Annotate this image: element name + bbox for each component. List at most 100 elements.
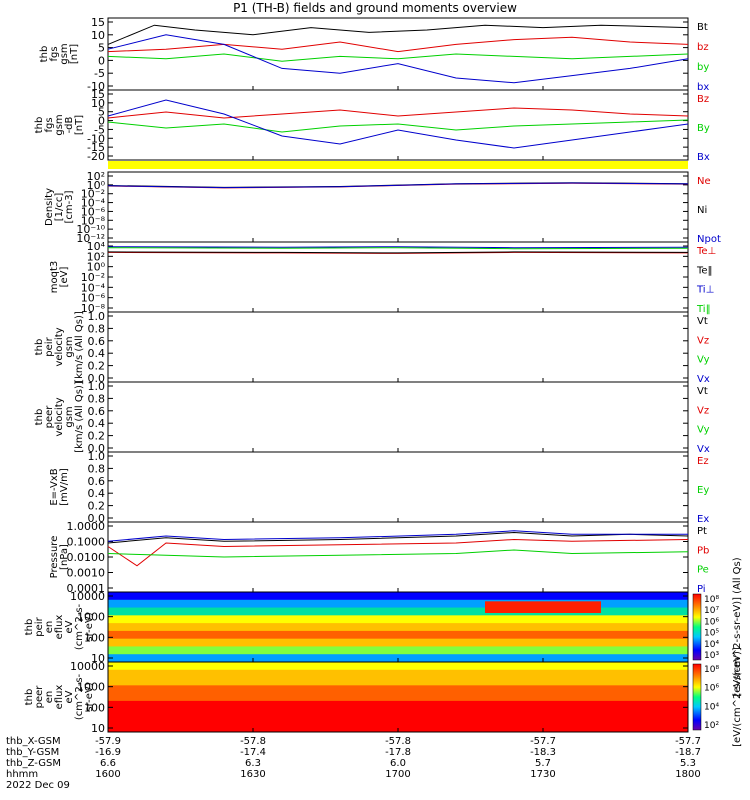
legend-entry: Vt — [697, 386, 708, 397]
time-axis-row-label: thb_X-GSM — [6, 736, 61, 747]
spectrogram-band — [108, 623, 688, 632]
y-tick-label: 10 — [91, 652, 105, 665]
time-axis: thb_X-GSM -57.9 -57.8 -57.8 -57.7 -57.7 thb_Y-… — [6, 736, 701, 791]
y-axis-label: [nT] — [69, 44, 80, 64]
spectrogram-band — [108, 630, 688, 640]
y-tick-label: 10 — [91, 29, 105, 42]
y-axis-label: velocity — [54, 397, 65, 436]
time-axis-value: -57.8 — [240, 736, 266, 747]
series-line-Te‖ — [107, 251, 689, 254]
time-axis-value: 1730 — [530, 769, 555, 780]
y-tick-label: 10⁻² — [81, 188, 105, 201]
y-axis-label: thb — [34, 409, 45, 426]
y-tick-label: 15 — [91, 16, 105, 29]
series-line-Bt — [107, 24, 689, 45]
series-line-Ti‖ — [107, 247, 689, 250]
legend-entry: Pi — [697, 584, 706, 595]
y-tick-label: 0.8 — [88, 392, 106, 405]
y-tick-label: 0.0010 — [67, 567, 106, 580]
legend-entry: bx — [697, 82, 709, 93]
y-tick-label: 10⁻¹⁰ — [76, 223, 105, 236]
y-tick-label: 1.0000 — [67, 520, 106, 533]
time-axis-value: -17.8 — [385, 747, 411, 758]
colorbar-tick-label: 10⁸ — [704, 665, 719, 675]
y-tick-label: 10⁻² — [81, 271, 105, 284]
y-tick-label: 10⁻⁶ — [81, 292, 106, 305]
y-tick-label: 0.6 — [88, 405, 106, 418]
spectrogram-band — [108, 592, 688, 601]
y-axis-label: moqt3 — [49, 261, 60, 294]
time-axis-value: 6.3 — [245, 758, 261, 769]
time-axis-value: -16.9 — [95, 747, 121, 758]
y-axis-label: gsm — [64, 406, 75, 427]
y-axis-label: sr-eV) — [84, 682, 95, 711]
ephemeris-strip — [108, 161, 688, 169]
y-tick-label: 0.6 — [88, 335, 106, 348]
y-tick-label: 0.2 — [88, 500, 106, 513]
y-tick-label: 0.0001 — [67, 582, 106, 595]
legend-entry: Vy — [697, 355, 710, 366]
y-tick-label: 0.4 — [88, 417, 106, 430]
time-axis-value: 1630 — [240, 769, 265, 780]
series-line-Npot — [107, 182, 689, 189]
time-axis-value: 5.3 — [680, 758, 696, 769]
spectrogram-band — [108, 615, 688, 624]
legend-entry: bz — [697, 42, 709, 53]
colorbar-gradient — [692, 663, 702, 731]
y-tick-label: -15 — [87, 141, 105, 154]
time-axis-value: 5.7 — [535, 758, 551, 769]
y-axis-label: [km/s (All Qs)] — [74, 311, 85, 383]
y-axis-label: [km/s (All Qs)] — [74, 381, 85, 453]
y-axis-label: Density — [44, 188, 55, 226]
y-axis-label: peer — [34, 685, 45, 709]
y-axis-label: eflux — [54, 685, 65, 710]
y-tick-label: -5 — [94, 67, 105, 80]
legend-entry: Bx — [697, 152, 710, 163]
legend-entry: Bt — [697, 22, 708, 33]
y-tick-label: 10⁰ — [87, 179, 106, 192]
spectrogram-band — [108, 646, 688, 655]
y-tick-label: 0.4 — [88, 347, 106, 360]
y-tick-label: 0.0 — [88, 512, 106, 525]
colorbar-tick-label: 10⁵ — [704, 629, 719, 639]
spectrogram-band — [108, 638, 688, 647]
y-tick-label: 10 — [91, 97, 105, 110]
y-tick-label: 10⁻⁶ — [81, 205, 106, 218]
colorbar-tick-label: 10⁷ — [704, 606, 719, 616]
time-axis-value: 1600 — [95, 769, 120, 780]
series-line-bx — [107, 34, 689, 84]
series-line-Pt — [107, 531, 689, 544]
y-tick-label: 0 — [98, 115, 105, 128]
spectrogram-band — [108, 700, 688, 710]
y-axis-label: eV — [64, 620, 75, 633]
y-axis-label: velocity — [54, 327, 65, 366]
legend-entry: Npot — [697, 234, 721, 245]
spectrogram-band — [108, 716, 688, 725]
colorbar-tick-label: 10³ — [704, 651, 719, 661]
y-tick-label: 10⁻⁸ — [81, 214, 106, 227]
time-axis-value: -57.8 — [385, 736, 411, 747]
y-tick-label: 10⁻⁸ — [81, 302, 106, 315]
legend-entry: Ex — [697, 514, 709, 525]
y-tick-label: -10 — [87, 80, 105, 93]
legend-entry: Vt — [697, 316, 708, 327]
legend-entry: Ni — [697, 205, 707, 216]
colorbar-tick-label: 10⁴ — [704, 640, 719, 650]
y-tick-label: 0.0 — [88, 372, 106, 385]
legend-entry: Pe — [697, 565, 709, 576]
y-tick-label: 0.0100 — [67, 551, 106, 564]
panel-3: 10²10⁰10⁻²10⁻⁴10⁻⁶10⁻⁸10⁻¹⁰10⁻¹²Density[… — [44, 170, 721, 245]
time-axis-row-label: thb_Y-GSM — [6, 747, 59, 758]
y-tick-label: 5 — [98, 42, 105, 55]
y-tick-label: 1.0 — [88, 450, 106, 463]
y-tick-label: -10 — [87, 132, 105, 145]
y-axis-label: thb — [39, 46, 50, 63]
time-axis-row-label: thb_Z-GSM — [6, 758, 61, 769]
series-line-Bz — [107, 107, 689, 119]
y-axis-label: fgs — [44, 117, 55, 132]
plot-title: P1 (TH-B) fields and ground moments over… — [233, 1, 517, 15]
y-tick-label: 10000 — [70, 660, 105, 673]
y-tick-label: 10000 — [70, 590, 105, 603]
